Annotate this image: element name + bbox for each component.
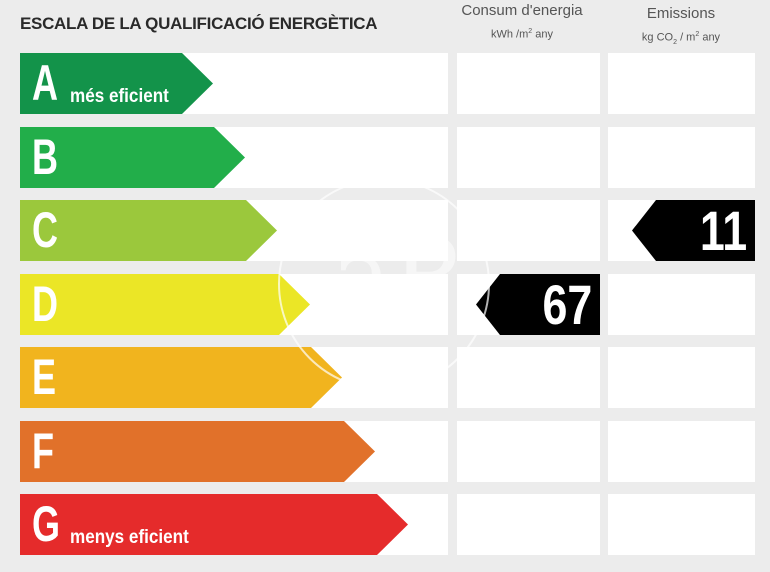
consumption-cell bbox=[457, 127, 600, 188]
energy-consumption-unit: kWh /m2 any bbox=[491, 28, 553, 41]
rating-letter: B bbox=[32, 129, 58, 185]
emissions-title: Emissions bbox=[646, 5, 716, 22]
rating-letter: F bbox=[32, 423, 54, 479]
energy-consumption-header: Consum d'energia kWh /m2 any bbox=[457, 2, 587, 43]
emissions-header: Emissions kg CO2 / m2 any bbox=[608, 5, 754, 51]
emissions-marker: 11 bbox=[632, 200, 755, 261]
rating-letter: D bbox=[32, 276, 58, 332]
emissions-cell bbox=[608, 347, 755, 408]
rating-arrow-d: D bbox=[20, 274, 310, 335]
scale-title: ESCALA DE LA QUALIFICACIÓ ENERGÈTICA bbox=[20, 14, 378, 33]
rating-arrow-a: A més eficient bbox=[20, 53, 213, 114]
rating-arrow-c: C bbox=[20, 200, 277, 261]
rating-sublabel: més eficient bbox=[70, 86, 169, 107]
consumption-value: 67 bbox=[542, 273, 592, 336]
consumption-cell bbox=[457, 200, 600, 261]
emissions-cell bbox=[608, 494, 755, 555]
rating-letter: G bbox=[32, 496, 61, 552]
consumption-cell bbox=[457, 53, 600, 114]
emissions-cell bbox=[608, 127, 755, 188]
rating-letter: C bbox=[32, 202, 58, 258]
rating-letter: E bbox=[32, 349, 57, 405]
rating-arrow-f: F bbox=[20, 421, 375, 482]
rating-letter: A bbox=[32, 55, 58, 111]
rating-arrow-g: G menys eficient bbox=[20, 494, 408, 555]
emissions-value: 11 bbox=[699, 199, 747, 262]
consumption-marker: 67 bbox=[476, 274, 600, 335]
emissions-unit: kg CO2 / m2 any bbox=[641, 31, 721, 46]
rating-sublabel: menys eficient bbox=[70, 527, 189, 548]
energy-consumption-title: Consum d'energia bbox=[461, 2, 583, 19]
rating-arrow-e: E bbox=[20, 347, 342, 408]
emissions-cell bbox=[608, 274, 755, 335]
consumption-cell bbox=[457, 347, 600, 408]
consumption-cell bbox=[457, 421, 600, 482]
consumption-cell bbox=[457, 494, 600, 555]
emissions-cell bbox=[608, 53, 755, 114]
emissions-cell bbox=[608, 421, 755, 482]
rating-arrow-b: B bbox=[20, 127, 245, 188]
